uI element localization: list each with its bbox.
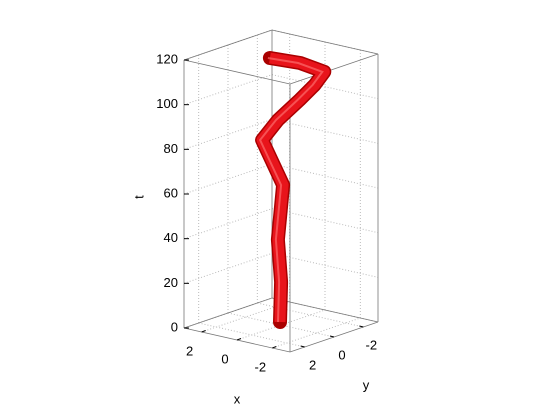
box-edge xyxy=(271,29,379,55)
y-tick xyxy=(300,345,305,348)
grid-line xyxy=(271,74,379,100)
z-tick-label: 80 xyxy=(164,141,178,156)
y-tick xyxy=(329,335,335,338)
grid-line xyxy=(183,163,273,195)
x-tick-label: -2 xyxy=(255,359,267,374)
grid-line xyxy=(183,118,273,150)
box-edge xyxy=(183,297,273,329)
z-tick-label: 60 xyxy=(164,185,178,200)
z-tick-label: 100 xyxy=(156,96,178,111)
y-axis-label: y xyxy=(363,377,370,392)
box-edge xyxy=(271,297,379,323)
grid-line xyxy=(198,322,305,348)
grid-line xyxy=(183,208,273,240)
grid-line xyxy=(271,208,379,234)
x-axis-label: x xyxy=(234,391,241,406)
box-edge xyxy=(183,29,273,61)
y-tick-label: 2 xyxy=(309,357,316,372)
z-tick-label: 40 xyxy=(164,230,178,245)
x-tick xyxy=(201,330,206,333)
box-edge xyxy=(289,53,379,85)
x-tick xyxy=(272,346,277,349)
x-tick-label: 2 xyxy=(186,343,193,358)
tube-shadow xyxy=(255,51,332,329)
grid-line xyxy=(183,74,273,106)
y-tick xyxy=(359,325,364,328)
grid-line xyxy=(183,252,273,284)
z-axis-label: t xyxy=(131,195,146,199)
z-tick-label: 0 xyxy=(171,319,178,334)
y-tick-label: 0 xyxy=(338,347,345,362)
z-tick-label: 20 xyxy=(164,275,178,290)
y-tick-label: -2 xyxy=(366,337,378,352)
x-tick xyxy=(236,338,242,341)
z-tick-label: 120 xyxy=(156,51,178,66)
x-tick-label: 0 xyxy=(221,351,228,366)
grid-line xyxy=(271,118,379,144)
tube-highlight xyxy=(258,57,324,323)
